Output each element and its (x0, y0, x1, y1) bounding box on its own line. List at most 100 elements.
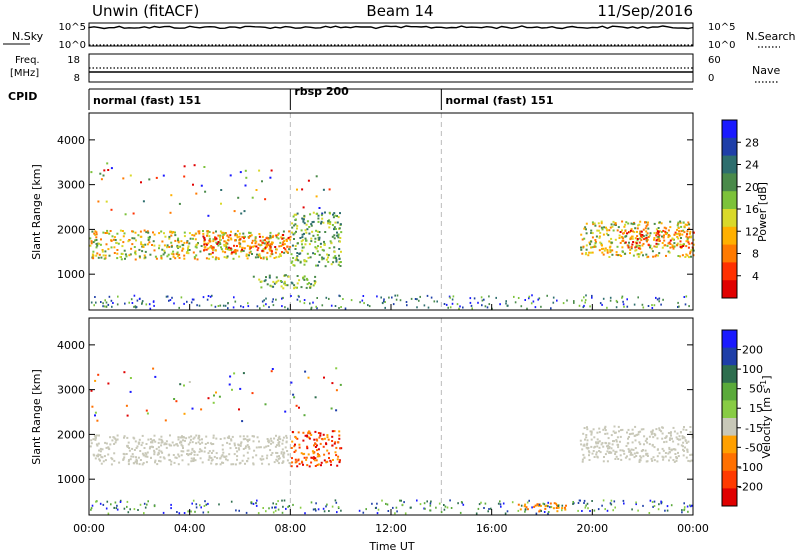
scatter-cell (327, 260, 330, 263)
scatter-cell (658, 429, 661, 432)
scatter-cell (207, 458, 210, 461)
scatter-cell (672, 247, 675, 250)
scatter-cell (620, 429, 622, 432)
scatter-cell (259, 457, 262, 460)
scatter-cell (539, 504, 542, 507)
noise-cell (445, 303, 448, 306)
scatter-cell (176, 251, 179, 254)
scatter-cell (215, 241, 218, 244)
scatter-cell (182, 439, 184, 442)
power-ylabel: Slant Range [km] (30, 164, 43, 260)
noise-cell (108, 295, 111, 298)
scatter-cell (101, 249, 104, 251)
scatter-cell (319, 442, 322, 445)
scatter-cell (98, 434, 100, 437)
scatter-cell (302, 220, 305, 223)
scatter-cell (327, 220, 330, 222)
scatter-cell (677, 451, 679, 454)
noise-cell (513, 295, 515, 298)
scatter-cell (591, 251, 594, 254)
scatter-cell (209, 253, 212, 256)
scatter-cell (316, 452, 319, 455)
scatter-cell (270, 442, 272, 445)
scatter-cell (676, 432, 679, 435)
scatter-cell (606, 249, 609, 251)
scatter-cell (323, 453, 326, 456)
freq-tick-bottom: 8 (74, 73, 80, 84)
noise-cell (290, 295, 292, 297)
scatter-cell (278, 441, 281, 443)
scatter-cell (639, 247, 642, 250)
scatter-cell (656, 460, 659, 463)
scatter-cell (107, 453, 110, 456)
scatter-cell (261, 462, 264, 465)
scatter-cell (337, 216, 340, 219)
sparse-cell (191, 407, 194, 410)
noise-cell (616, 301, 619, 304)
scatter-cell (326, 253, 329, 256)
noise-cell (423, 507, 425, 510)
scatter-cell (590, 433, 593, 436)
noise-cell (436, 300, 438, 303)
noise-cell (670, 504, 673, 507)
scatter-cell (657, 235, 660, 238)
scatter-cell (319, 432, 322, 435)
scatter-cell (246, 440, 249, 443)
scatter-cell (326, 434, 329, 437)
scatter-cell (206, 441, 209, 444)
scatter-cell (329, 221, 332, 224)
scatter-cell (677, 232, 680, 235)
scatter-cell (679, 232, 682, 235)
scatter-cell (664, 244, 667, 247)
sparse-cell (148, 178, 151, 181)
noise-cell (129, 508, 131, 511)
colorbar-segment (722, 173, 737, 192)
scatter-cell (581, 448, 584, 451)
scatter-cell (174, 239, 177, 242)
scatter-cell (293, 284, 296, 287)
scatter-cell (257, 247, 260, 250)
scatter-cell (661, 432, 664, 435)
scatter-cell (139, 230, 142, 233)
scatter-cell (667, 236, 670, 239)
scatter-cell (257, 243, 260, 246)
sparse-cell (255, 189, 258, 191)
scatter-cell (620, 235, 623, 238)
scatter-cell (246, 257, 249, 260)
scatter-cell (239, 242, 242, 245)
noise-cell (585, 294, 587, 297)
scatter-cell (338, 254, 340, 257)
scatter-cell (296, 242, 299, 245)
scatter-cell (162, 253, 165, 256)
scatter-cell (132, 436, 135, 439)
scatter-cell (324, 211, 326, 214)
scatter-cell (295, 230, 297, 233)
scatter-cell (656, 455, 659, 458)
scatter-cell (236, 458, 238, 461)
scatter-cell (668, 448, 671, 451)
scatter-cell (662, 229, 665, 232)
scatter-cell (229, 447, 232, 450)
scatter-cell (141, 245, 144, 248)
scatter-cell (246, 244, 249, 247)
sparse-cell (331, 382, 334, 385)
scatter-cell (161, 441, 164, 444)
scatter-cell (281, 448, 284, 451)
scatter-cell (670, 431, 672, 434)
scatter-cell (170, 241, 173, 244)
scatter-cell (247, 236, 250, 239)
scatter-cell (160, 450, 163, 453)
scatter-cell (152, 240, 155, 243)
scatter-cell (276, 460, 279, 462)
scatter-cell (663, 234, 665, 237)
scatter-cell (296, 255, 299, 258)
scatter-cell (129, 458, 132, 461)
scatter-cell (321, 256, 324, 259)
scatter-cell (241, 246, 244, 249)
scatter-cell (314, 443, 317, 445)
scatter-cell (134, 251, 137, 254)
scatter-cell (686, 450, 689, 453)
noise-cell (678, 305, 680, 308)
scatter-cell (203, 238, 206, 241)
scatter-cell (236, 450, 239, 453)
